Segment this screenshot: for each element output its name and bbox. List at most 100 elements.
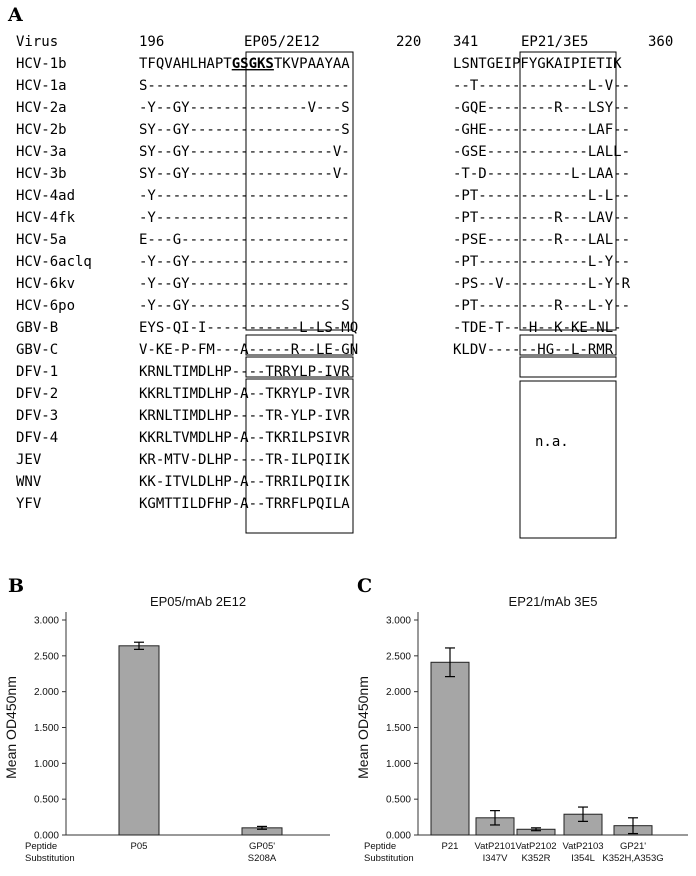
row-virus-name: HCV-1a xyxy=(16,78,67,94)
bar xyxy=(118,645,160,836)
row-virus-name: JEV xyxy=(16,452,42,468)
row-virus-name: HCV-3a xyxy=(16,144,67,160)
panel-letter-c: C xyxy=(357,575,373,597)
row-sequence-left: SY--GY-----------------V- xyxy=(139,144,350,160)
category-peptide-label: VatP2103 xyxy=(562,841,603,852)
epitope-boxes: n.a. xyxy=(245,51,617,539)
y-tick-label: 0.000 xyxy=(386,831,411,842)
category-peptide-label: VatP2102 xyxy=(515,841,556,852)
row-sequence-left: V-KE-P-FM---A-----R--LE-GN xyxy=(139,342,358,358)
row-sequence-right: LSNTGEIPFYGKAIPIETIK xyxy=(453,56,622,72)
row-sequence-right: -PSE--------R---LAL-- xyxy=(453,232,630,248)
y-tick-label: 1.000 xyxy=(386,759,411,770)
y-tick-label: 0.000 xyxy=(34,831,59,842)
alignment-row: HCV-6aclq -Y--GY------------------- -PT---… xyxy=(16,254,630,270)
row-sequence-left: SY--GY------------------S xyxy=(139,122,350,138)
alignment-row: WNV KK-ITVLDLHP-A--TRRILPQIIK xyxy=(16,474,350,490)
row-sequence-left: KR-MTV-DLHP----TR-ILPQIIK xyxy=(139,452,350,468)
na-label: n.a. xyxy=(535,434,569,450)
row-virus-name: DFV-2 xyxy=(16,386,58,402)
alignment-row: HCV-1a S------------------------ --T------… xyxy=(16,78,630,94)
alignment-row: HCV-5a E---G-------------------- -PSE-----… xyxy=(16,232,630,248)
category-substitution-label: I354L xyxy=(571,853,595,864)
y-tick-label: 2.500 xyxy=(386,651,411,662)
y-tick-label: 1.500 xyxy=(34,723,59,734)
row-virus-name: DFV-1 xyxy=(16,364,58,380)
alignment-header: Virus 196 EP05/2E12 220 341 EP21/3E5 360 xyxy=(16,34,673,50)
header-epitope-ep21: EP21/3E5 xyxy=(521,34,588,50)
na-box xyxy=(519,380,617,539)
row-virus-name: HCV-5a xyxy=(16,232,67,248)
alignment-row: HCV-6kv -Y--GY------------------- -PS--V--… xyxy=(16,276,631,292)
alignment-row: HCV-3a SY--GY-----------------V- -GSE-----… xyxy=(16,144,630,160)
row-sequence-right: -PT-------------L-Y-- xyxy=(453,254,630,270)
row-virus-name: HCV-4ad xyxy=(16,188,75,204)
row-virus-name: DFV-3 xyxy=(16,408,58,424)
header-pos-196: 196 xyxy=(139,34,164,50)
ep21-hcv-box xyxy=(519,51,617,331)
alignment-row: DFV-1 KRNLTIMDLHP----TRRYLP-IVR xyxy=(16,364,350,380)
alignment-row: HCV-2a -Y--GY--------------V---S -GQE-----… xyxy=(16,100,630,116)
row-virus-name: HCV-3b xyxy=(16,166,67,182)
category-substitution-label: K352H,A353G xyxy=(602,853,663,864)
category-substitution-label: S208A xyxy=(248,853,277,864)
row-virus-name: HCV-2b xyxy=(16,122,67,138)
row-sequence-left: -Y--GY------------------S xyxy=(139,298,350,314)
chart-ep21: EP21/mAb 3E5 Mean OD450nm 0.000 0.500 1.000 1… xyxy=(355,594,688,864)
bar xyxy=(430,661,470,836)
row-sequence-left: -Y--GY------------------- xyxy=(139,276,350,292)
y-tick-label: 3.000 xyxy=(386,616,411,627)
alignment-row: GBV-B EYS-QI-I-----------L-LS-MQ -TDE-T---… xyxy=(16,320,622,336)
ep05-gbvb-box xyxy=(245,334,354,356)
y-tick-label: 0.500 xyxy=(386,795,411,806)
row-sequence-left: -Y--GY------------------- xyxy=(139,254,350,270)
row-sequence-right: -TDE-T---H--K-KE-NL- xyxy=(453,320,622,336)
row-virus-name: YFV xyxy=(16,496,42,512)
row-virus-name: DFV-4 xyxy=(16,430,58,446)
row-sequence-right: -PT---------R---L-Y-- xyxy=(453,298,630,314)
row-sequence-left: TFQVAHLHAPTGSGKSTKVPAAYAA xyxy=(139,56,350,72)
row-sequence-left: KRNLTIMDLHP----TRRYLP-IVR xyxy=(139,364,350,380)
category-peptide-label: GP21' xyxy=(620,841,646,852)
row-label-peptide: Peptide xyxy=(364,841,396,852)
ep05-gbvc-box xyxy=(245,356,354,378)
ep05-hcv-box xyxy=(245,51,354,331)
y-axis-label: Mean OD450nm xyxy=(355,676,371,779)
alignment-row: HCV-2b SY--GY------------------S -GHE-----… xyxy=(16,122,630,138)
row-sequence-left: EYS-QI-I-----------L-LS-MQ xyxy=(139,320,358,336)
row-sequence-right: -PT-------------L-L-- xyxy=(453,188,630,204)
row-virus-name: HCV-2a xyxy=(16,100,67,116)
row-virus-name: WNV xyxy=(16,474,42,490)
chart-ep05: EP05/mAb 2E12 Mean OD450nm 0.000 0.500 1.000… xyxy=(3,594,330,864)
row-virus-name: GBV-B xyxy=(16,320,58,336)
sequence-alignment: Virus 196 EP05/2E12 220 341 EP21/3E5 360… xyxy=(16,34,673,539)
row-sequence-right: --T-------------L-V-- xyxy=(453,78,630,94)
alignment-row: YFV KGMTTILDFHP-A--TRRFLPQILA xyxy=(16,496,350,512)
row-sequence-right: -PT---------R---LAV-- xyxy=(453,210,630,226)
row-sequence-right: -T-D----------L-LAA-- xyxy=(453,166,630,182)
row-sequence-left: S------------------------ xyxy=(139,78,350,94)
row-sequence-right: KLDV------HG--L-RMR xyxy=(453,342,614,358)
alignment-row: JEV KR-MTV-DLHP----TR-ILPQIIK xyxy=(16,452,350,468)
alignment-row: HCV-3b SY--GY-----------------V- -T-D-----… xyxy=(16,166,630,182)
panel-letter-b: B xyxy=(8,575,25,597)
row-sequence-left: -Y--GY--------------V---S xyxy=(139,100,350,116)
row-label-peptide: Peptide xyxy=(25,841,57,852)
header-epitope-ep05: EP05/2E12 xyxy=(244,34,320,50)
row-virus-name: HCV-6aclq xyxy=(16,254,92,270)
row-sequence-left: KKRLTIMDLHP-A--TKRYLP-IVR xyxy=(139,386,350,402)
row-label-substitution: Substitution xyxy=(25,853,75,864)
chart-title: EP05/mAb 2E12 xyxy=(150,594,246,609)
alignment-row: HCV-4fk -Y----------------------- -PT-----… xyxy=(16,210,630,226)
chart-title: EP21/mAb 3E5 xyxy=(509,594,598,609)
y-tick-label: 2.500 xyxy=(34,651,59,662)
row-sequence-left: KRNLTIMDLHP----TR-YLP-IVR xyxy=(139,408,350,424)
category-peptide-label: GP05' xyxy=(249,841,275,852)
row-sequence-left: -Y----------------------- xyxy=(139,210,350,226)
y-tick-label: 0.500 xyxy=(34,795,59,806)
ep05-flavi-box xyxy=(245,378,354,534)
category-substitution-label: I347V xyxy=(483,853,508,864)
row-sequence-right: -GHE------------LAF-- xyxy=(453,122,630,138)
row-virus-name: GBV-C xyxy=(16,342,58,358)
y-tick-label: 1.500 xyxy=(386,723,411,734)
